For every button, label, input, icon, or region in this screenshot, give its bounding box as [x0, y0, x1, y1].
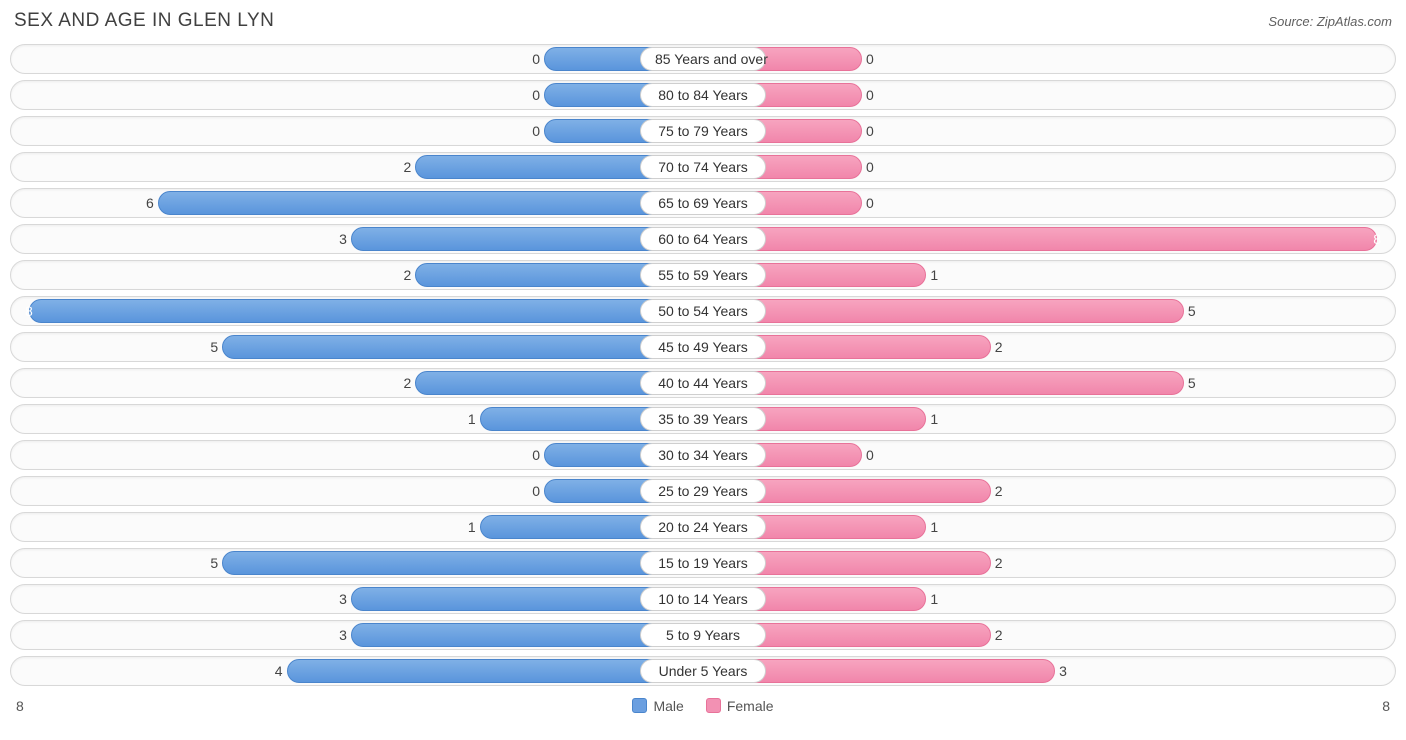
female-swatch-icon — [706, 698, 721, 713]
female-value: 0 — [866, 51, 874, 67]
pyramid-row: 35 to 39 Years 1 1 — [10, 404, 1396, 434]
male-value: 1 — [468, 519, 476, 535]
male-bar — [222, 551, 699, 575]
pyramid-row: 25 to 29 Years 0 2 — [10, 476, 1396, 506]
male-value: 0 — [532, 87, 540, 103]
legend-female: Female — [706, 698, 774, 714]
male-value: 2 — [403, 375, 411, 391]
female-value: 0 — [866, 87, 874, 103]
age-group-label: 60 to 64 Years — [640, 227, 766, 251]
female-value: 5 — [1188, 303, 1196, 319]
pyramid-row: 15 to 19 Years 5 2 — [10, 548, 1396, 578]
pyramid-row: 20 to 24 Years 1 1 — [10, 512, 1396, 542]
male-bar — [158, 191, 699, 215]
pyramid-row: 60 to 64 Years 3 8 — [10, 224, 1396, 254]
legend-female-label: Female — [727, 698, 774, 714]
male-value: 5 — [210, 555, 218, 571]
male-swatch-icon — [632, 698, 647, 713]
male-value: 0 — [532, 483, 540, 499]
age-group-label: 80 to 84 Years — [640, 83, 766, 107]
male-value: 8 — [25, 303, 33, 319]
female-value: 1 — [930, 267, 938, 283]
pyramid-row: 5 to 9 Years 3 2 — [10, 620, 1396, 650]
pyramid-row: 50 to 54 Years 8 5 — [10, 296, 1396, 326]
age-group-label: 10 to 14 Years — [640, 587, 766, 611]
male-value: 0 — [532, 123, 540, 139]
population-pyramid: 85 Years and over0080 to 84 Years0075 to… — [10, 44, 1396, 694]
male-value: 6 — [146, 195, 154, 211]
female-bar — [707, 371, 1184, 395]
female-value: 3 — [1059, 663, 1067, 679]
male-value: 3 — [339, 231, 347, 247]
axis-left-max: 8 — [16, 698, 56, 714]
pyramid-row: 55 to 59 Years 2 1 — [10, 260, 1396, 290]
male-bar — [29, 299, 699, 323]
legend-male-label: Male — [653, 698, 683, 714]
female-value: 0 — [866, 447, 874, 463]
chart-header: SEX AND AGE IN GLEN LYN Source: ZipAtlas… — [10, 8, 1396, 38]
pyramid-row: 45 to 49 Years 5 2 — [10, 332, 1396, 362]
age-group-label: 35 to 39 Years — [640, 407, 766, 431]
female-value: 2 — [995, 627, 1003, 643]
pyramid-row: 10 to 14 Years 3 1 — [10, 584, 1396, 614]
chart-source: Source: ZipAtlas.com — [1268, 14, 1392, 29]
male-value: 3 — [339, 627, 347, 643]
pyramid-row: 70 to 74 Years 2 0 — [10, 152, 1396, 182]
female-value: 2 — [995, 483, 1003, 499]
male-value: 5 — [210, 339, 218, 355]
female-value: 0 — [866, 195, 874, 211]
source-label: Source: — [1268, 14, 1313, 29]
female-bar — [707, 299, 1184, 323]
age-group-label: 45 to 49 Years — [640, 335, 766, 359]
female-value: 0 — [866, 159, 874, 175]
female-value: 8 — [1373, 231, 1381, 247]
female-value: 1 — [930, 519, 938, 535]
female-value: 2 — [995, 555, 1003, 571]
chart-title: SEX AND AGE IN GLEN LYN — [14, 10, 274, 32]
pyramid-row: 30 to 34 Years 0 0 — [10, 440, 1396, 470]
legend-male: Male — [632, 698, 683, 714]
pyramid-row: Under 5 Years 4 3 — [10, 656, 1396, 686]
pyramid-row: 80 to 84 Years 0 0 — [10, 80, 1396, 110]
male-value: 2 — [403, 267, 411, 283]
pyramid-row: 85 Years and over 0 0 — [10, 44, 1396, 74]
age-group-label: 30 to 34 Years — [640, 443, 766, 467]
age-group-label: 25 to 29 Years — [640, 479, 766, 503]
male-value: 0 — [532, 51, 540, 67]
age-group-label: 15 to 19 Years — [640, 551, 766, 575]
pyramid-row: 40 to 44 Years 2 5 — [10, 368, 1396, 398]
age-group-label: Under 5 Years — [640, 659, 766, 683]
female-value: 2 — [995, 339, 1003, 355]
male-bar — [287, 659, 700, 683]
male-value: 2 — [403, 159, 411, 175]
age-group-label: 50 to 54 Years — [640, 299, 766, 323]
female-value: 1 — [930, 411, 938, 427]
female-value: 1 — [930, 591, 938, 607]
age-group-label: 55 to 59 Years — [640, 263, 766, 287]
age-group-label: 5 to 9 Years — [640, 623, 766, 647]
age-group-label: 75 to 79 Years — [640, 119, 766, 143]
female-bar — [707, 227, 1377, 251]
axis-right-max: 8 — [1350, 698, 1390, 714]
male-value: 3 — [339, 591, 347, 607]
male-value: 0 — [532, 447, 540, 463]
age-group-label: 40 to 44 Years — [640, 371, 766, 395]
age-group-label: 70 to 74 Years — [640, 155, 766, 179]
pyramid-row: 75 to 79 Years 0 0 — [10, 116, 1396, 146]
male-value: 4 — [275, 663, 283, 679]
chart-legend: Male Female — [56, 698, 1350, 714]
female-value: 0 — [866, 123, 874, 139]
age-group-label: 65 to 69 Years — [640, 191, 766, 215]
source-name: ZipAtlas.com — [1317, 14, 1392, 29]
male-bar — [222, 335, 699, 359]
male-value: 1 — [468, 411, 476, 427]
age-group-label: 20 to 24 Years — [640, 515, 766, 539]
pyramid-row: 65 to 69 Years 6 0 — [10, 188, 1396, 218]
age-group-label: 85 Years and over — [640, 47, 766, 71]
chart-footer: 8 Male Female 8 — [10, 694, 1396, 714]
female-value: 5 — [1188, 375, 1196, 391]
